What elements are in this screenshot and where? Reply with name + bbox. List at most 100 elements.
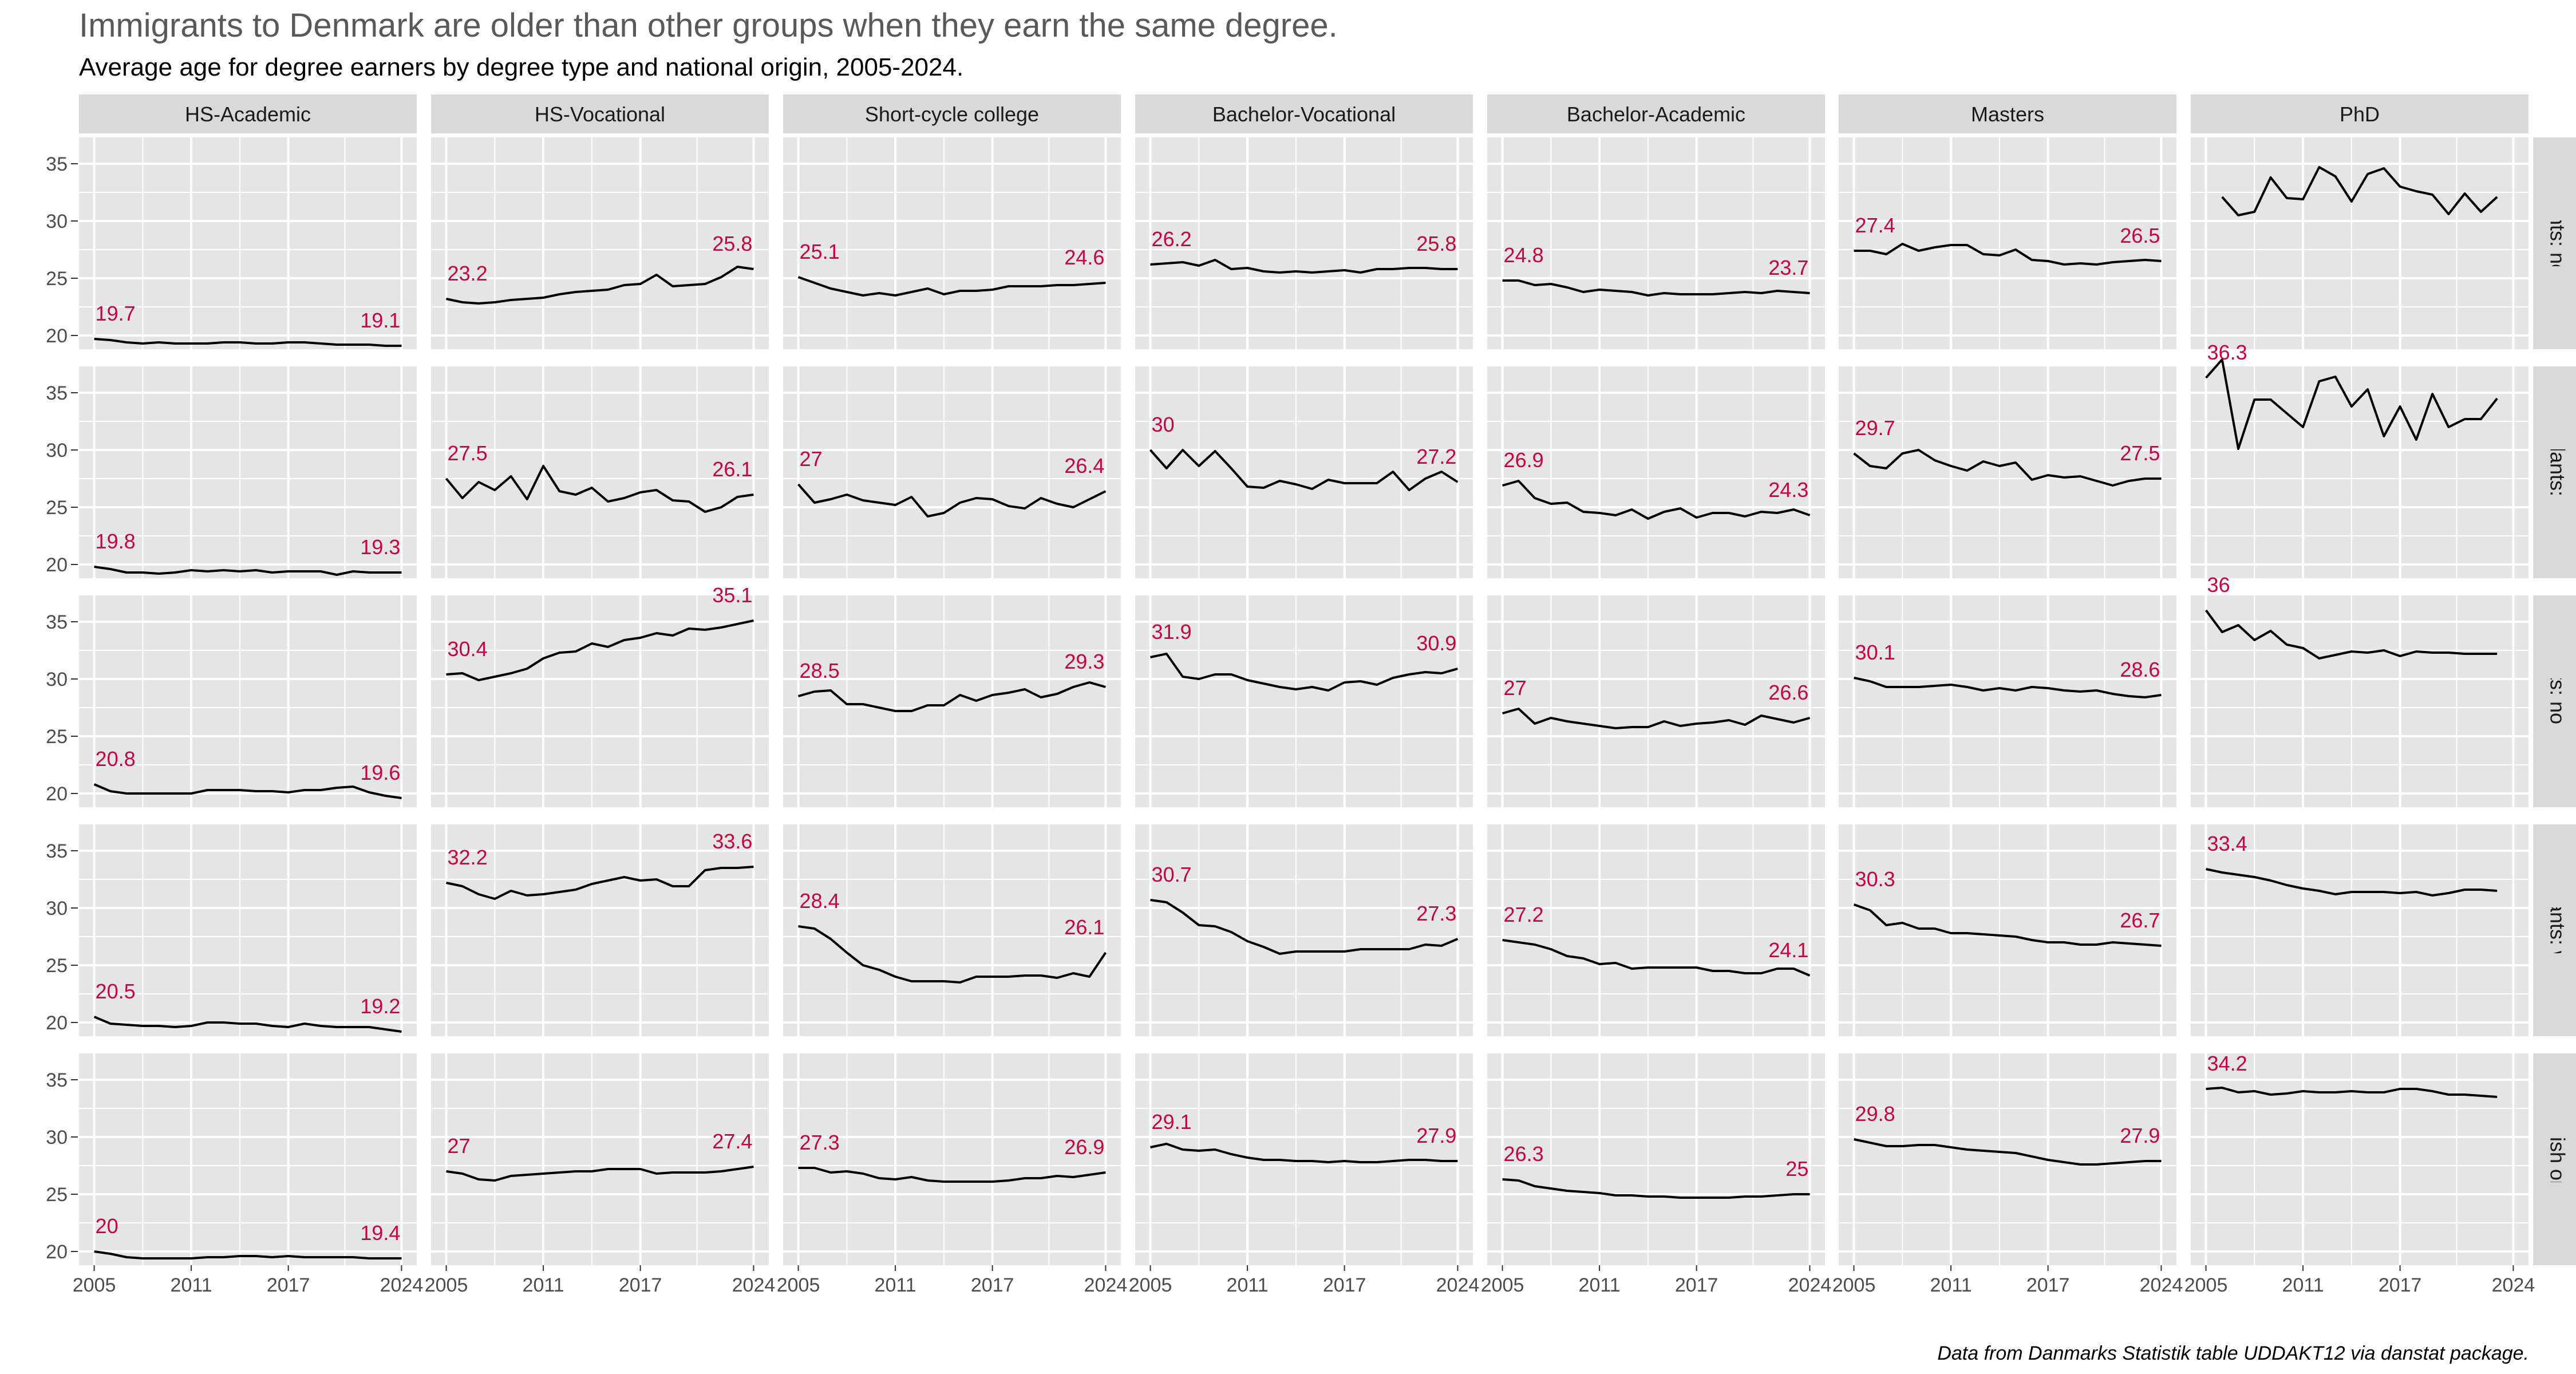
facet-column-strip xyxy=(1135,94,1473,133)
end-value-label: 19.6 xyxy=(360,761,400,784)
panel-background xyxy=(431,824,769,1036)
end-value-label: 33.6 xyxy=(712,830,752,853)
x-tick-label: 2024 xyxy=(2492,1274,2535,1296)
start-value-label: 31.9 xyxy=(1152,620,1192,643)
facet-row-strip xyxy=(2533,824,2576,1036)
series-line xyxy=(1854,677,2162,698)
x-tick-label: 2024 xyxy=(732,1274,776,1296)
end-value-label: 25.8 xyxy=(1416,232,1456,255)
x-tick-label: 2017 xyxy=(971,1274,1014,1296)
panel-background xyxy=(1135,595,1473,807)
end-value-label: 23.7 xyxy=(1768,256,1808,279)
y-tick-label: 20 xyxy=(46,1241,68,1263)
panel-background xyxy=(2191,1053,2528,1265)
chart-title: Immigrants to Denmark are older than oth… xyxy=(79,7,1338,44)
chart-subtitle: Average age for degree earners by degree… xyxy=(79,53,963,81)
series-line xyxy=(94,1250,402,1260)
series-line xyxy=(93,783,402,799)
y-tick-label: 25 xyxy=(46,955,68,977)
start-value-label: 25.1 xyxy=(800,240,840,263)
series-line xyxy=(94,338,402,347)
start-value-label: 23.2 xyxy=(448,262,488,285)
x-tick-label: 2017 xyxy=(267,1274,310,1296)
series-line xyxy=(94,566,402,576)
facet-row-label: Immigrants: western xyxy=(2546,838,2569,1023)
series-line xyxy=(797,681,1106,712)
x-tick-label: 2011 xyxy=(1579,1274,1621,1296)
start-value-label: 29.8 xyxy=(1855,1102,1895,1126)
start-value-label: 27 xyxy=(800,447,823,471)
panel-background xyxy=(431,366,769,578)
panel-background xyxy=(1135,366,1473,578)
series-line xyxy=(446,266,754,305)
series-line xyxy=(798,1167,1106,1183)
series-line xyxy=(1854,1138,2162,1166)
end-value-label: 26.5 xyxy=(2120,224,2160,247)
x-tick-label: 2017 xyxy=(1323,1274,1366,1296)
start-value-label: 30.7 xyxy=(1152,863,1192,886)
facet-row-strip xyxy=(2533,366,2576,578)
panel-background xyxy=(1487,595,1825,807)
panel-background xyxy=(79,1053,417,1265)
y-tick-label: 35 xyxy=(46,153,68,175)
panel-background xyxy=(2191,595,2528,807)
facet-column-label: HS-Vocational xyxy=(535,102,665,126)
y-tick-label: 35 xyxy=(46,382,68,404)
start-value-label: 27 xyxy=(448,1134,471,1158)
panel-background xyxy=(1839,824,2176,1036)
series-line xyxy=(2205,358,2498,450)
x-tick-label: 2005 xyxy=(2184,1274,2228,1296)
y-tick-label: 25 xyxy=(46,1184,68,1206)
panel-background xyxy=(783,137,1121,349)
series-line xyxy=(1853,449,2162,487)
x-tick-label: 2005 xyxy=(1481,1274,1524,1296)
series-line xyxy=(1502,1178,1810,1199)
facet-column-label: Bachelor-Academic xyxy=(1567,102,1745,126)
start-value-label: 20.8 xyxy=(96,747,136,771)
end-value-label: 19.4 xyxy=(360,1221,400,1245)
panel-background xyxy=(1487,824,1825,1036)
start-value-label: 36 xyxy=(2207,573,2230,597)
panel-background xyxy=(79,137,417,349)
x-tick-label: 2024 xyxy=(1084,1274,1128,1296)
facet-row-strip xyxy=(2533,595,2576,807)
facet-row-strip xyxy=(2533,137,2576,349)
start-value-label: 27.3 xyxy=(800,1131,840,1154)
series-line xyxy=(446,1166,754,1182)
series-line xyxy=(1150,1143,1458,1163)
facet-row-label: Descendants: western xyxy=(2546,370,2569,574)
facet-column-label: Masters xyxy=(1971,102,2044,126)
series-line xyxy=(445,465,754,513)
y-tick-label: 25 xyxy=(46,268,68,290)
start-value-label: 27.5 xyxy=(448,441,488,465)
x-tick-label: 2011 xyxy=(1930,1274,1972,1296)
end-value-label: 28.6 xyxy=(2120,658,2160,681)
chart-caption: Data from Danmarks Statistik table UDDAK… xyxy=(1937,1343,2529,1364)
x-tick-label: 2024 xyxy=(1788,1274,1832,1296)
start-value-label: 30 xyxy=(1152,413,1175,436)
start-value-label: 33.4 xyxy=(2207,832,2247,855)
series-line xyxy=(1149,449,1459,491)
y-tick-label: 30 xyxy=(46,898,68,919)
start-value-label: 29.7 xyxy=(1855,416,1895,440)
facet-row-label: Descendants: non-western xyxy=(2546,121,2569,366)
facet-column-strip xyxy=(2191,94,2528,133)
start-value-label: 28.5 xyxy=(800,659,840,682)
x-tick-label: 2011 xyxy=(523,1274,564,1296)
panel-background xyxy=(1487,1053,1825,1265)
panel-background xyxy=(79,824,417,1036)
start-value-label: 20 xyxy=(96,1214,118,1238)
series-line xyxy=(1502,480,1811,520)
facet-column-label: Bachelor-Vocational xyxy=(1212,102,1396,126)
series-line xyxy=(2204,609,2498,660)
facet-row-strip xyxy=(2533,1053,2576,1265)
facet-column-strip xyxy=(783,94,1121,133)
start-value-label: 19.8 xyxy=(96,530,136,553)
x-tick-label: 2011 xyxy=(2282,1274,2324,1296)
facet-column-strip xyxy=(431,94,769,133)
panel-background xyxy=(783,1053,1121,1265)
start-value-label: 26.9 xyxy=(1504,448,1544,472)
end-value-label: 30.9 xyxy=(1416,631,1456,655)
